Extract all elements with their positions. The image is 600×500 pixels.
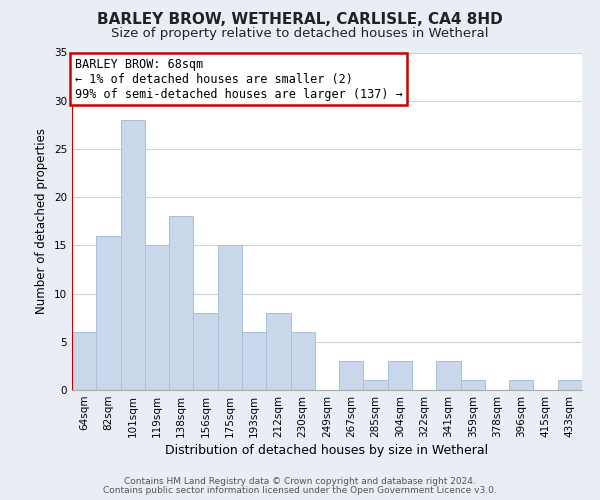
- Bar: [193, 313, 218, 390]
- Bar: [461, 380, 485, 390]
- Bar: [266, 313, 290, 390]
- X-axis label: Distribution of detached houses by size in Wetheral: Distribution of detached houses by size …: [166, 444, 488, 457]
- Bar: [364, 380, 388, 390]
- Bar: [121, 120, 145, 390]
- Bar: [339, 361, 364, 390]
- Text: Size of property relative to detached houses in Wetheral: Size of property relative to detached ho…: [111, 28, 489, 40]
- Bar: [145, 246, 169, 390]
- Text: BARLEY BROW: 68sqm
← 1% of detached houses are smaller (2)
99% of semi-detached : BARLEY BROW: 68sqm ← 1% of detached hous…: [74, 58, 403, 100]
- Bar: [169, 216, 193, 390]
- Bar: [290, 332, 315, 390]
- Text: Contains HM Land Registry data © Crown copyright and database right 2024.: Contains HM Land Registry data © Crown c…: [124, 477, 476, 486]
- Bar: [72, 332, 96, 390]
- Bar: [96, 236, 121, 390]
- Bar: [558, 380, 582, 390]
- Bar: [436, 361, 461, 390]
- Y-axis label: Number of detached properties: Number of detached properties: [35, 128, 49, 314]
- Bar: [388, 361, 412, 390]
- Bar: [509, 380, 533, 390]
- Bar: [242, 332, 266, 390]
- Bar: [218, 246, 242, 390]
- Text: Contains public sector information licensed under the Open Government Licence v3: Contains public sector information licen…: [103, 486, 497, 495]
- Text: BARLEY BROW, WETHERAL, CARLISLE, CA4 8HD: BARLEY BROW, WETHERAL, CARLISLE, CA4 8HD: [97, 12, 503, 28]
